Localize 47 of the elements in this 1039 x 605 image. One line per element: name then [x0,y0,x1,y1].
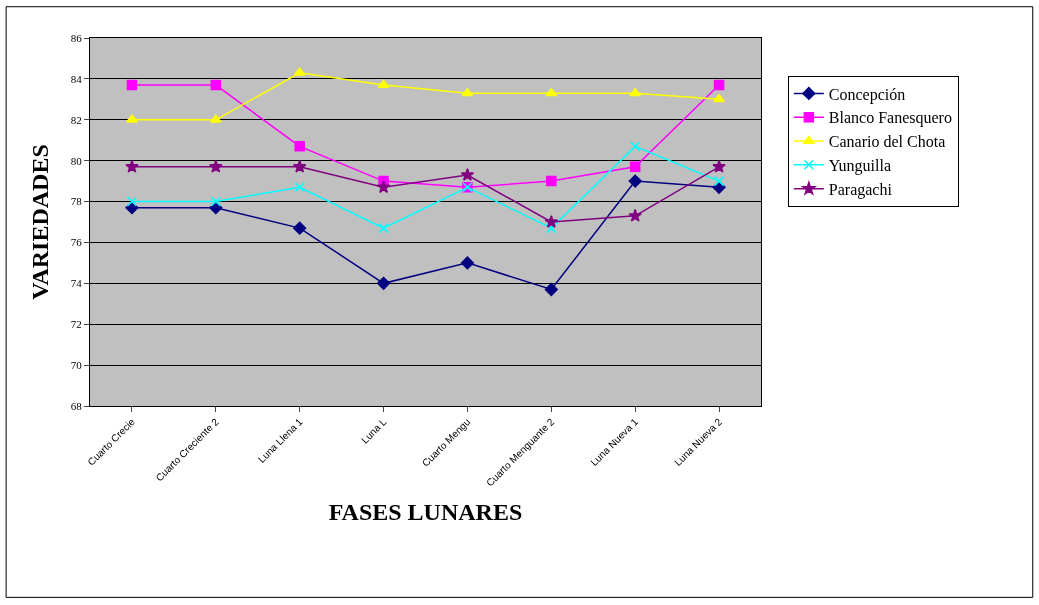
point [210,196,222,207]
y-tick-label: 70 [70,358,83,371]
y-tick-label: 82 [70,113,82,126]
point [713,79,725,91]
y-tick-label: 74 [70,277,83,290]
point [544,282,558,297]
point [628,174,642,188]
point [544,214,559,228]
point [294,141,305,152]
y-axis-title: VARIEDADES [26,144,53,300]
point [125,159,139,173]
point [712,159,726,173]
point [126,196,138,207]
y-tick-label: 80 [70,154,83,167]
point [628,208,642,222]
y-tick-label: 76 [70,236,83,249]
y-tick-label: 78 [70,195,83,208]
point [376,276,391,290]
point [377,79,390,89]
point [460,256,475,270]
y-tick-label: 86 [70,31,83,44]
point [294,181,305,193]
x-axis-title: FASES LUNARES [328,498,523,525]
point [210,79,222,91]
point [629,141,641,152]
y-tick-label: 84 [70,72,83,85]
legend-label: Concepción [828,85,906,104]
point [126,79,138,91]
y-tick-label: 68 [70,399,83,412]
legend-label: Blanco Fanesquero [828,109,952,128]
point [461,87,474,97]
point [376,180,391,194]
point [293,221,307,235]
point [546,175,557,187]
point [460,167,475,181]
y-tick-label: 72 [70,318,82,331]
point [713,175,725,187]
legend-label: Canario del Chota [828,133,946,151]
point [629,161,641,173]
point [546,222,557,234]
legend-label: Paragachi [828,180,893,199]
legend-label: Yunguilla [828,157,892,176]
point [629,87,642,97]
point [378,222,389,234]
point [545,87,558,97]
point [209,159,223,173]
point [292,159,307,173]
